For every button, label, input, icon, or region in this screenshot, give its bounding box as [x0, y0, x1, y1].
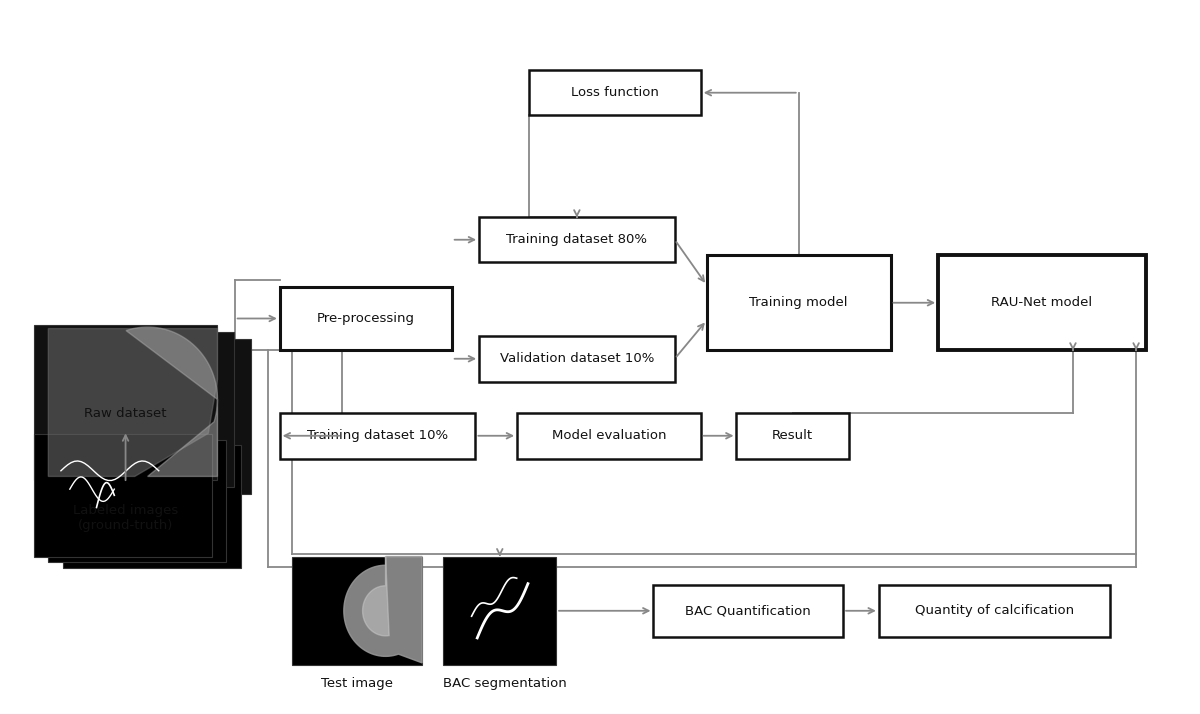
- Polygon shape: [48, 328, 217, 476]
- FancyBboxPatch shape: [737, 413, 850, 458]
- Text: Result: Result: [772, 429, 814, 442]
- FancyBboxPatch shape: [479, 336, 674, 381]
- Text: Labeled images
(ground-truth): Labeled images (ground-truth): [73, 504, 178, 532]
- Text: BAC Quantification: BAC Quantification: [685, 604, 811, 618]
- Polygon shape: [126, 327, 217, 476]
- Polygon shape: [344, 556, 422, 663]
- Bar: [444, 556, 556, 665]
- Text: Loss function: Loss function: [571, 86, 659, 99]
- Text: RAU-Net model: RAU-Net model: [991, 296, 1092, 309]
- Bar: [34, 326, 217, 480]
- FancyBboxPatch shape: [938, 256, 1146, 350]
- Text: Validation dataset 10%: Validation dataset 10%: [499, 352, 654, 366]
- Bar: [62, 446, 241, 568]
- FancyBboxPatch shape: [479, 217, 674, 263]
- Text: Quantity of calcification: Quantity of calcification: [914, 604, 1074, 618]
- Text: Training model: Training model: [750, 296, 848, 309]
- FancyBboxPatch shape: [280, 413, 475, 458]
- Text: Test image: Test image: [320, 678, 392, 690]
- Text: Pre-processing: Pre-processing: [317, 312, 415, 325]
- FancyBboxPatch shape: [280, 287, 451, 350]
- Text: Training dataset 80%: Training dataset 80%: [506, 233, 647, 246]
- Bar: [48, 440, 227, 562]
- FancyBboxPatch shape: [878, 585, 1110, 637]
- Bar: [35, 434, 212, 556]
- FancyBboxPatch shape: [517, 413, 701, 458]
- Text: Raw dataset: Raw dataset: [84, 406, 167, 420]
- FancyBboxPatch shape: [653, 585, 844, 637]
- Text: Training dataset 10%: Training dataset 10%: [307, 429, 448, 442]
- FancyBboxPatch shape: [707, 256, 890, 350]
- Text: BAC segmentation: BAC segmentation: [443, 678, 566, 690]
- Bar: [67, 339, 251, 493]
- Bar: [292, 556, 422, 665]
- Text: Model evaluation: Model evaluation: [552, 429, 666, 442]
- Bar: [50, 333, 234, 486]
- Polygon shape: [362, 556, 389, 636]
- FancyBboxPatch shape: [529, 70, 701, 116]
